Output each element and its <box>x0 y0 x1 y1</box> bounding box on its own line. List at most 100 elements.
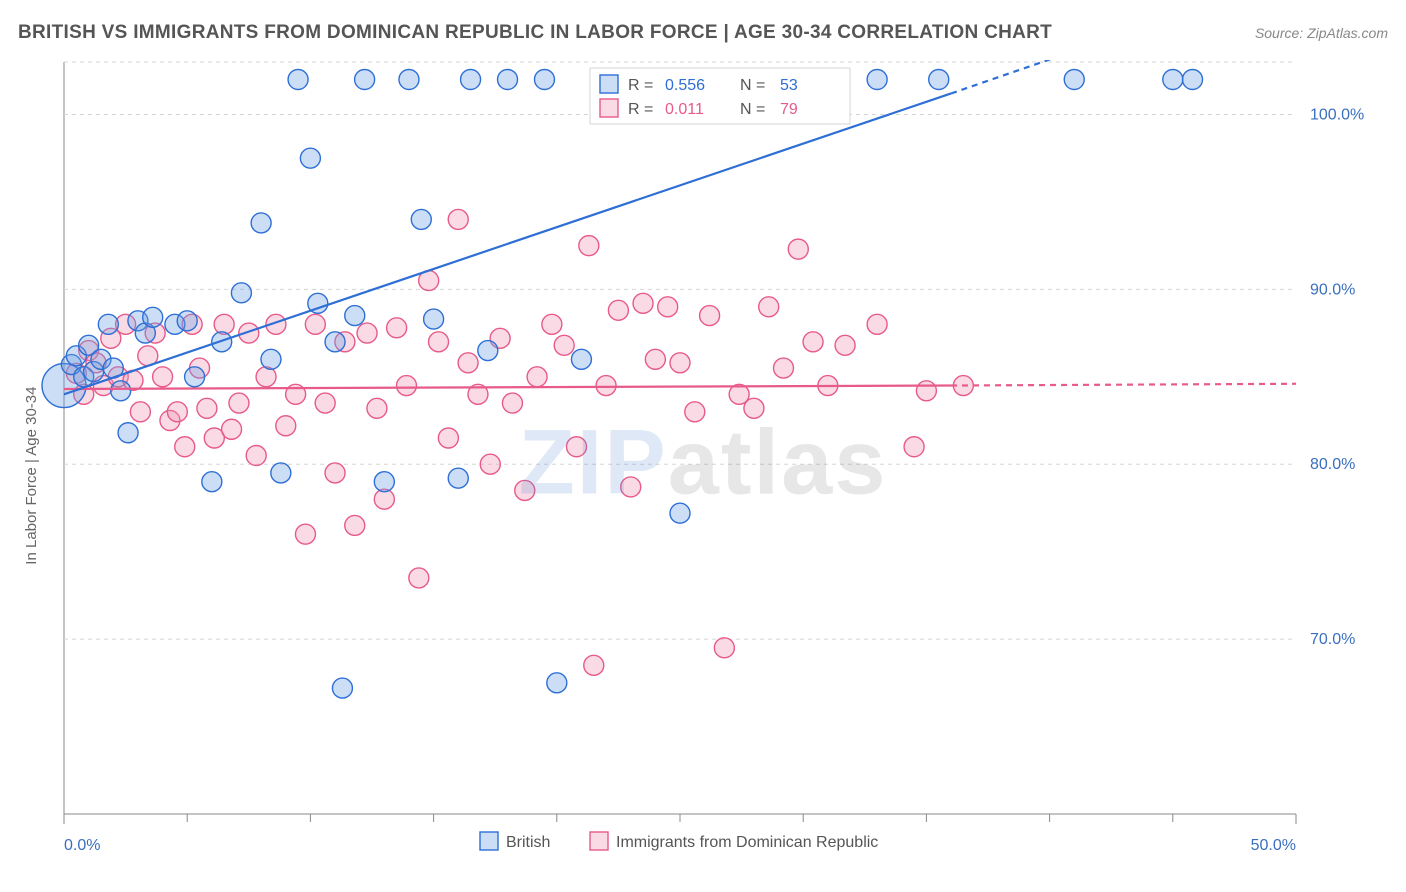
data-point-series-b <box>759 297 779 317</box>
data-point-series-b <box>867 314 887 334</box>
data-point-series-b <box>567 437 587 457</box>
source-credit: Source: ZipAtlas.com <box>1255 25 1388 41</box>
data-point-series-b <box>633 293 653 313</box>
data-point-series-b <box>480 454 500 474</box>
data-point-series-b <box>305 314 325 334</box>
data-point-series-a <box>448 468 468 488</box>
data-point-series-a <box>478 341 498 361</box>
legend-swatch-a-icon <box>600 75 618 93</box>
data-point-series-a <box>355 69 375 89</box>
data-point-series-a <box>177 311 197 331</box>
scatter-chart: 70.0%80.0%90.0%100.0%0.0%50.0%In Labor F… <box>18 58 1388 868</box>
data-point-series-b <box>246 445 266 465</box>
data-point-series-b <box>295 524 315 544</box>
y-tick-label: 100.0% <box>1310 106 1364 123</box>
data-point-series-a <box>118 423 138 443</box>
data-point-series-b <box>835 335 855 355</box>
data-point-series-a <box>1163 69 1183 89</box>
y-tick-label: 80.0% <box>1310 456 1355 473</box>
header-row: BRITISH VS IMMIGRANTS FROM DOMINICAN REP… <box>18 22 1388 44</box>
data-point-series-a <box>571 349 591 369</box>
data-point-series-a <box>231 283 251 303</box>
data-point-series-b <box>438 428 458 448</box>
data-point-series-a <box>424 309 444 329</box>
data-point-series-b <box>409 568 429 588</box>
data-point-series-b <box>527 367 547 387</box>
data-point-series-b <box>904 437 924 457</box>
data-point-series-b <box>429 332 449 352</box>
data-point-series-b <box>645 349 665 369</box>
data-point-series-b <box>515 480 535 500</box>
data-point-series-b <box>714 638 734 658</box>
data-point-series-a <box>1183 69 1203 89</box>
data-point-series-b <box>387 318 407 338</box>
data-point-series-b <box>542 314 562 334</box>
chart-container: 70.0%80.0%90.0%100.0%0.0%50.0%In Labor F… <box>18 58 1388 868</box>
data-point-series-b <box>448 209 468 229</box>
data-point-series-a <box>867 69 887 89</box>
stats-r-value-a: 0.556 <box>665 77 705 94</box>
data-point-series-b <box>153 367 173 387</box>
data-point-series-b <box>214 314 234 334</box>
data-point-series-a <box>534 69 554 89</box>
data-point-series-b <box>167 402 187 422</box>
data-point-series-b <box>458 353 478 373</box>
stats-n-value-b: 79 <box>780 101 798 118</box>
data-point-series-a <box>1064 69 1084 89</box>
data-point-series-b <box>621 477 641 497</box>
data-point-series-b <box>396 376 416 396</box>
data-point-series-b <box>670 353 690 373</box>
data-point-series-b <box>357 323 377 343</box>
data-point-series-b <box>596 376 616 396</box>
y-axis-label: In Labor Force | Age 30-34 <box>23 387 40 565</box>
legend-swatch-b-icon <box>600 99 618 117</box>
legend-swatch-dominican-icon <box>590 832 608 850</box>
data-point-series-a <box>498 69 518 89</box>
data-point-series-b <box>130 402 150 422</box>
y-tick-label: 90.0% <box>1310 281 1355 298</box>
data-point-series-b <box>345 515 365 535</box>
data-point-series-a <box>332 678 352 698</box>
data-point-series-a <box>345 306 365 326</box>
data-point-series-a <box>98 314 118 334</box>
chart-title: BRITISH VS IMMIGRANTS FROM DOMINICAN REP… <box>18 22 1052 44</box>
data-point-series-b <box>658 297 678 317</box>
points-layer <box>42 69 1203 698</box>
data-point-series-b <box>916 381 936 401</box>
data-point-series-a <box>271 463 291 483</box>
data-point-series-b <box>175 437 195 457</box>
data-point-series-b <box>608 300 628 320</box>
stats-n-label-a: N = <box>740 77 765 94</box>
data-point-series-a <box>300 148 320 168</box>
data-point-series-a <box>547 673 567 693</box>
data-point-series-b <box>803 332 823 352</box>
data-point-series-a <box>670 503 690 523</box>
x-tick-label: 0.0% <box>64 837 100 854</box>
stats-n-value-a: 53 <box>780 77 798 94</box>
trend-line-dash <box>951 384 1296 386</box>
data-point-series-a <box>411 209 431 229</box>
data-point-series-a <box>325 332 345 352</box>
y-tick-label: 70.0% <box>1310 631 1355 648</box>
source-name: ZipAtlas.com <box>1307 25 1388 41</box>
data-point-series-a <box>288 69 308 89</box>
stats-r-value-b: 0.011 <box>665 101 704 118</box>
stats-r-label-a: R = <box>628 77 653 94</box>
data-point-series-b <box>367 398 387 418</box>
data-point-series-b <box>773 358 793 378</box>
data-point-series-b <box>685 402 705 422</box>
data-point-series-a <box>111 381 131 401</box>
data-point-series-b <box>579 236 599 256</box>
data-point-series-b <box>229 393 249 413</box>
data-point-series-b <box>315 393 335 413</box>
stats-n-label-b: N = <box>740 101 765 118</box>
data-point-series-b <box>325 463 345 483</box>
data-point-series-a <box>261 349 281 369</box>
legend-swatch-british-icon <box>480 832 498 850</box>
data-point-series-a <box>143 307 163 327</box>
data-point-series-a <box>185 367 205 387</box>
data-point-series-a <box>461 69 481 89</box>
data-point-series-a <box>202 472 222 492</box>
data-point-series-b <box>554 335 574 355</box>
data-point-series-a <box>251 213 271 233</box>
